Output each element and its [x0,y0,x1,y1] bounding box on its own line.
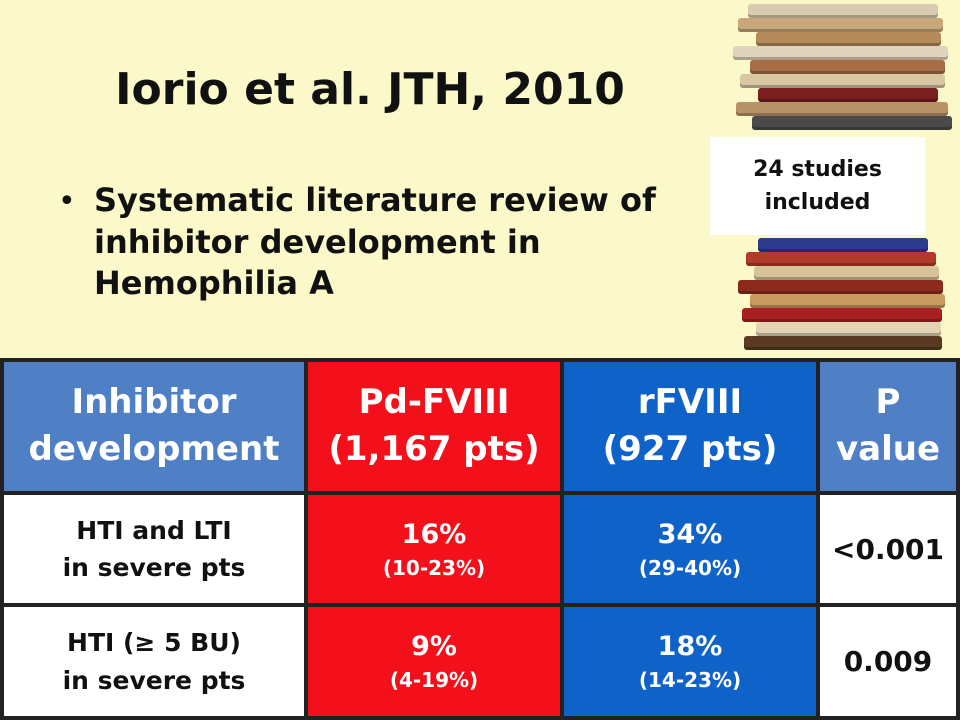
rfviii-cell: 34% (29-40%) [560,490,820,608]
bullet-item: • Systematic literature review of inhibi… [58,180,698,305]
rfviii-cell: 18% (14-23%) [560,603,820,720]
studies-included-label: 24 studies included [710,137,925,235]
header-line: (927 pts) [602,429,778,470]
studies-included-text: included [764,190,871,215]
pd-fviii-cell: 9% (4-19%) [304,603,564,720]
table-header-row: Inhibitor development Pd-FVIII (1,167 pt… [0,358,960,495]
inhibitor-comparison-table: Inhibitor development Pd-FVIII (1,167 pt… [0,358,960,720]
pd-value: 16% [401,518,467,550]
rf-value: 18% [657,631,723,663]
row-label-line: in severe pts [62,553,246,583]
header-inhibitor-development: Inhibitor development [0,358,308,495]
pd-range: (4-19%) [389,668,479,693]
bullet-list: • Systematic literature review of inhibi… [58,180,698,305]
header-line: value [835,429,941,470]
row-label-line: in severe pts [62,665,246,695]
header-rfviii: rFVIII (927 pts) [560,358,820,495]
header-line: P [875,381,901,422]
p-value-cell: 0.009 [816,603,960,720]
row-label: HTI (≥ 5 BU) in severe pts [0,603,308,720]
header-p-value: P value [816,358,960,495]
p-value-cell: <0.001 [816,490,960,608]
pd-fviii-cell: 16% (10-23%) [304,490,564,608]
header-line: development [28,429,280,470]
pd-value: 9% [411,631,457,663]
rf-range: (14-23%) [638,668,742,693]
row-label-line: HTI and LTI [76,515,232,545]
bullet-text: Systematic literature review of inhibito… [94,181,656,303]
rf-value: 34% [657,518,723,550]
book-stack-top-image [728,0,960,140]
row-label: HTI and LTI in severe pts [0,490,308,608]
rf-range: (29-40%) [638,555,742,580]
book-stack-bottom-image [728,236,960,360]
header-line: rFVIII [637,381,743,422]
row-label-line: HTI (≥ 5 BU) [67,628,241,658]
studies-count-text: 24 studies [753,157,882,182]
table-row: HTI (≥ 5 BU) in severe pts 9% (4-19%) 18… [0,603,960,720]
bullet-dot-icon: • [58,184,76,219]
slide-title: Iorio et al. JTH, 2010 [115,64,625,115]
header-line: Inhibitor [71,381,237,422]
header-line: (1,167 pts) [328,429,540,470]
header-pd-fviii: Pd-FVIII (1,167 pts) [304,358,564,495]
pd-range: (10-23%) [382,555,486,580]
table-row: HTI and LTI in severe pts 16% (10-23%) 3… [0,490,960,608]
header-line: Pd-FVIII [358,381,510,422]
